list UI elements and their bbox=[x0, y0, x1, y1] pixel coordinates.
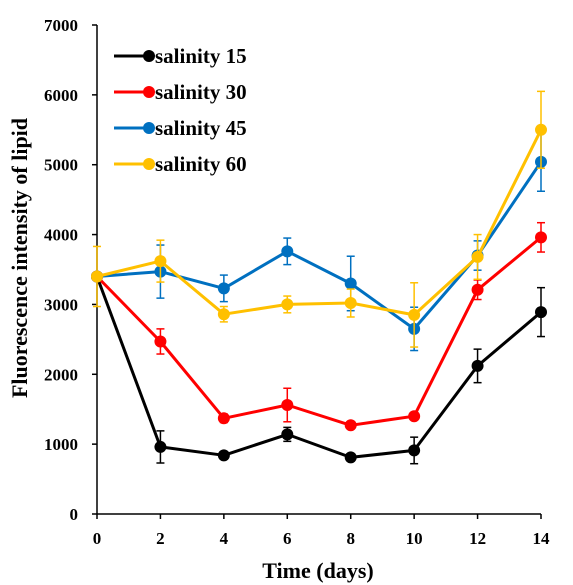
series-4-line bbox=[96, 129, 543, 317]
series-3-point bbox=[344, 277, 357, 290]
series-2-point bbox=[281, 399, 294, 412]
x-tick-label: 6 bbox=[283, 529, 292, 548]
y-tick-label: 2000 bbox=[44, 365, 78, 384]
y-tick-label: 0 bbox=[70, 505, 79, 524]
legend-marker bbox=[143, 158, 155, 170]
x-tick-label: 2 bbox=[156, 529, 165, 548]
y-tick-label: 5000 bbox=[44, 156, 78, 175]
series-4-point bbox=[154, 255, 167, 268]
series-4-point bbox=[471, 250, 484, 263]
series-4-point bbox=[344, 297, 357, 310]
x-tick-labels: 0 2 4 6 8 10 12 14 bbox=[93, 514, 550, 548]
series-1-point bbox=[471, 359, 484, 372]
series-2-point bbox=[535, 231, 547, 244]
plot-area bbox=[91, 90, 547, 465]
series-1-point bbox=[535, 306, 547, 319]
x-tick-label: 4 bbox=[220, 529, 229, 548]
legend-marker bbox=[143, 86, 155, 98]
x-tick-label: 8 bbox=[346, 529, 355, 548]
series-4 bbox=[91, 90, 547, 348]
series-1-point bbox=[344, 451, 357, 464]
series-2-line bbox=[95, 236, 542, 427]
y-tick-label: 4000 bbox=[44, 226, 78, 245]
legend-label: salinity 45 bbox=[155, 116, 247, 140]
x-axis-label: Time (days) bbox=[262, 558, 373, 583]
x-tick-label: 0 bbox=[93, 529, 102, 548]
series-1-point bbox=[154, 440, 167, 453]
y-axis-label: Fluorescence intensity of lipid bbox=[7, 118, 32, 398]
series-1-point bbox=[408, 444, 421, 457]
legend-marker bbox=[143, 50, 155, 62]
legend-marker bbox=[143, 122, 155, 134]
x-tick-label: 10 bbox=[406, 529, 423, 548]
series-2-point bbox=[154, 335, 167, 348]
series-2-point bbox=[408, 410, 421, 423]
y-tick-label: 3000 bbox=[44, 295, 78, 314]
legend: salinity 15 salinity 30 salinity 45 salinit… bbox=[114, 44, 247, 176]
series-3-point bbox=[217, 282, 230, 295]
series-4-point bbox=[281, 298, 294, 311]
series-4-point bbox=[408, 308, 421, 321]
y-tick-labels: 0 1000 2000 3000 4000 5000 6000 7000 bbox=[44, 16, 97, 524]
y-tick-label: 1000 bbox=[44, 435, 78, 454]
series-4-point bbox=[91, 270, 103, 283]
series-4-point bbox=[217, 308, 230, 321]
legend-label: salinity 15 bbox=[155, 44, 247, 68]
series-3-point bbox=[281, 245, 294, 258]
legend-label: salinity 30 bbox=[155, 80, 247, 104]
x-tick-label: 14 bbox=[533, 529, 551, 548]
series-1-line bbox=[95, 275, 542, 459]
x-tick-label: 12 bbox=[469, 529, 486, 548]
series-2-point bbox=[217, 412, 230, 425]
legend-label: salinity 60 bbox=[155, 152, 247, 176]
series-4-point bbox=[535, 123, 547, 136]
y-tick-label: 6000 bbox=[44, 86, 78, 105]
series-2-point bbox=[344, 419, 357, 432]
series-1-point bbox=[281, 428, 294, 441]
series-1-point bbox=[217, 449, 230, 462]
y-tick-label: 7000 bbox=[44, 16, 78, 35]
series-2-point bbox=[471, 283, 484, 296]
